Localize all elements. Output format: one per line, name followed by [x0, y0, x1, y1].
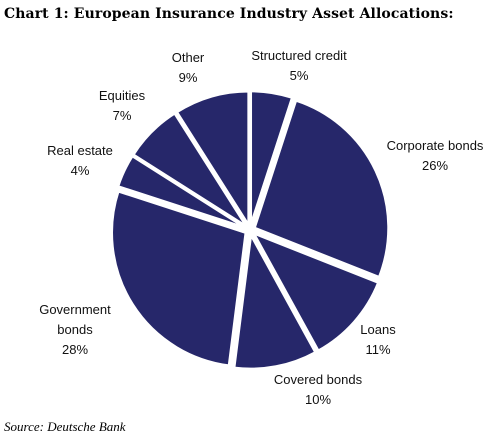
slice-name-government-bonds: bonds — [57, 322, 93, 337]
pie-slice-other — [175, 89, 250, 227]
slice-value-other: 9% — [179, 70, 198, 85]
pie-slice-government-bonds — [110, 190, 248, 367]
slice-name-loans: Loans — [360, 322, 396, 337]
pie-slice-real-estate — [116, 154, 247, 230]
slice-label-real-estate: Real estate 4% — [47, 143, 113, 178]
slice-name-government-bonds: Government — [39, 302, 111, 317]
chart-title: Chart 1: European Insurance Industry Ass… — [4, 6, 454, 22]
slice-name-other: Other — [172, 50, 205, 65]
slice-value-government-bonds: 28% — [62, 342, 88, 357]
slice-name-equities: Equities — [99, 88, 146, 103]
slice-value-structured-credit: 5% — [290, 68, 309, 83]
pie-slice-covered-bonds — [232, 233, 317, 371]
slice-label-other: Other 9% — [172, 50, 205, 85]
slice-label-structured-credit: Structured credit 5% — [251, 48, 347, 83]
source-note: Source: Deutsche Bank — [4, 419, 126, 434]
slice-value-real-estate: 4% — [71, 163, 90, 178]
slice-name-real-estate: Real estate — [47, 143, 113, 158]
slice-label-government-bonds: Government bonds 28% — [39, 302, 111, 357]
slice-name-structured-credit: Structured credit — [251, 48, 347, 63]
slice-label-equities: Equities 7% — [99, 88, 146, 123]
pie-slice-equities — [132, 112, 248, 228]
slice-label-loans: Loans 11% — [360, 322, 396, 357]
pie-slice-corporate-bonds — [253, 99, 390, 279]
slice-value-corporate-bonds: 26% — [422, 158, 448, 173]
slice-value-covered-bonds: 10% — [305, 392, 331, 407]
pie-slice-loans — [252, 232, 380, 352]
pie-slice-structured-credit — [249, 89, 294, 227]
slice-label-covered-bonds: Covered bonds 10% — [274, 372, 363, 407]
slice-name-corporate-bonds: Corporate bonds — [387, 138, 484, 153]
slice-value-equities: 7% — [113, 108, 132, 123]
slice-label-corporate-bonds: Corporate bonds 26% — [387, 138, 484, 173]
slice-value-loans: 11% — [365, 342, 390, 357]
slice-name-covered-bonds: Covered bonds — [274, 372, 363, 387]
